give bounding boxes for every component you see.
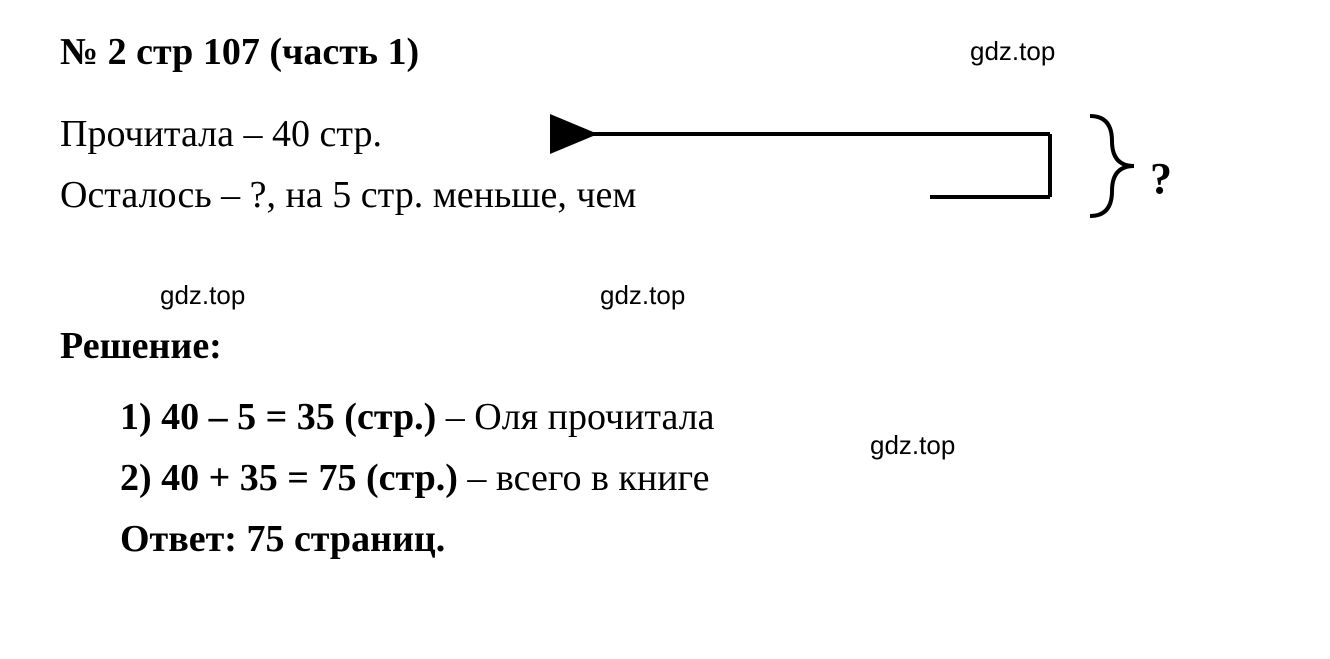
curly-brace — [1090, 116, 1134, 216]
problem-block: Прочитала – 40 стр. Осталось – ?, на 5 с… — [60, 104, 1270, 254]
solution-steps: 1) 40 – 5 = 35 (стр.) – Оля прочитала 2)… — [60, 388, 1270, 569]
step-2-text: – всего в книге — [458, 457, 710, 499]
solution-step-2: 2) 40 + 35 = 75 (стр.) – всего в книге — [120, 449, 1270, 508]
problem-line-2: Осталось – ?, на 5 стр. меньше, чем — [60, 165, 960, 226]
answer-label: Ответ: — [120, 518, 246, 560]
step-1-expression: 1) 40 – 5 = 35 (стр.) — [120, 396, 436, 438]
answer-line: Ответ: 75 страниц. — [120, 510, 1270, 569]
page: № 2 стр 107 (часть 1) Прочитала – 40 стр… — [0, 0, 1330, 659]
step-2-expression: 2) 40 + 35 = 75 (стр.) — [120, 457, 458, 499]
problem-line-1: Прочитала – 40 стр. — [60, 104, 700, 165]
watermark-2: gdz.top — [160, 280, 245, 311]
answer-value: 75 страниц. — [246, 518, 445, 560]
solution-label: Решение: — [60, 324, 1270, 368]
solution-step-1: 1) 40 – 5 = 35 (стр.) – Оля прочитала — [120, 388, 1270, 447]
watermark-3: gdz.top — [600, 280, 685, 311]
watermark-1: gdz.top — [970, 36, 1055, 67]
step-1-text: – Оля прочитала — [436, 396, 714, 438]
watermark-4: gdz.top — [870, 430, 955, 461]
question-mark: ? — [1150, 144, 1172, 214]
page-title: № 2 стр 107 (часть 1) — [60, 30, 1270, 74]
